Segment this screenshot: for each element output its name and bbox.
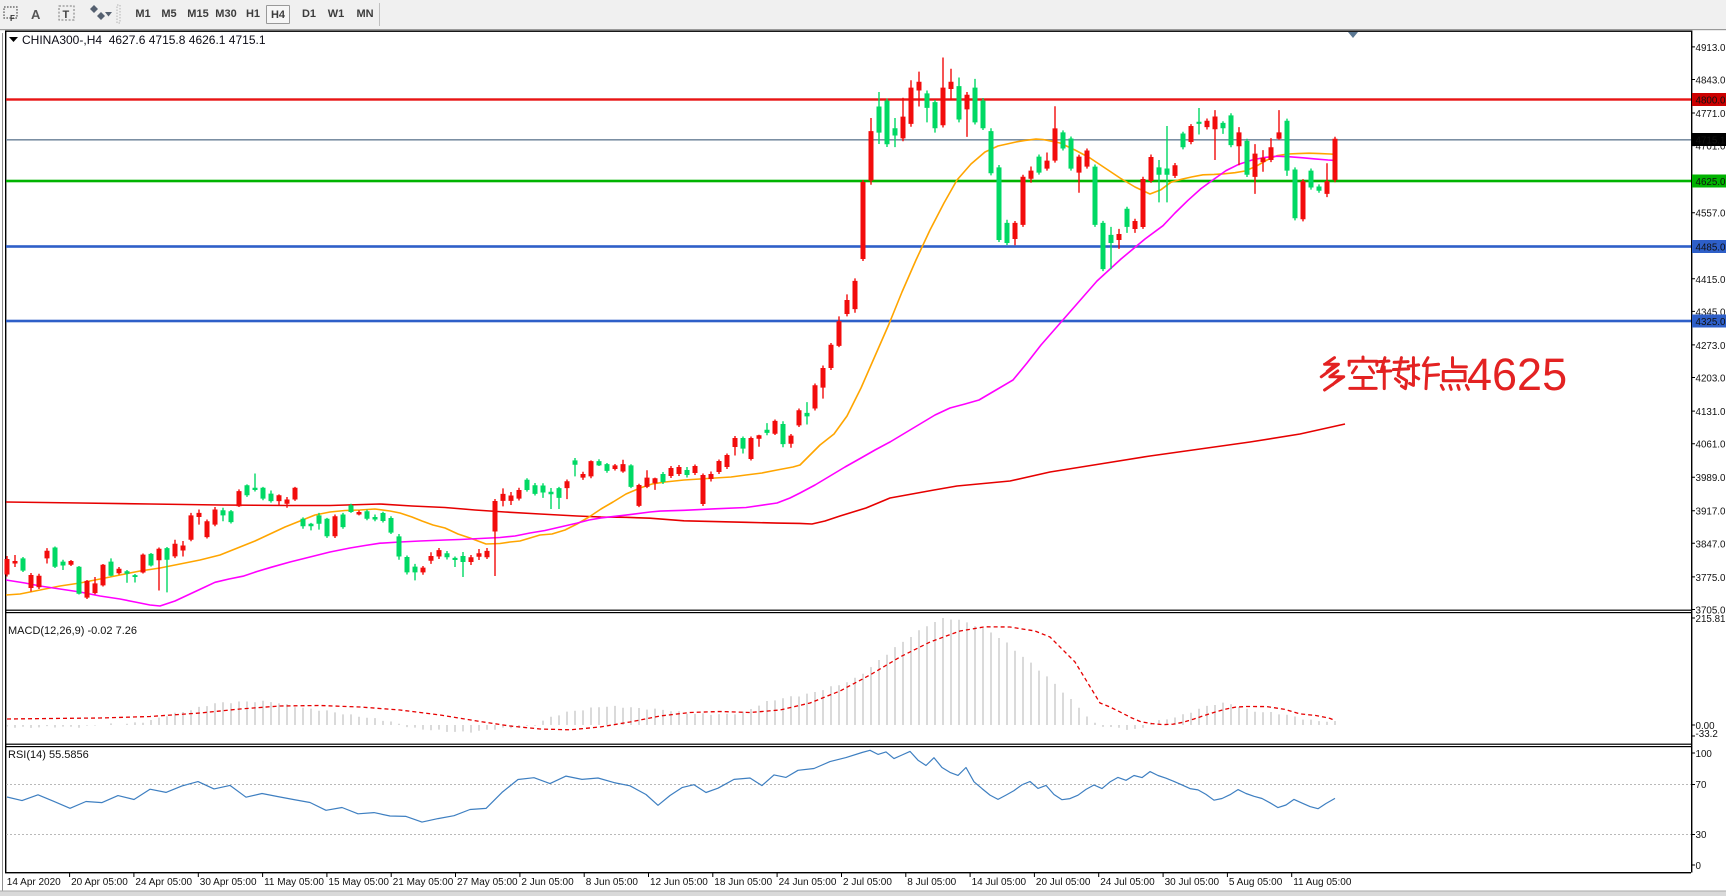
svg-text:4325.0: 4325.0: [1696, 317, 1726, 328]
svg-text:8 Jul 05:00: 8 Jul 05:00: [907, 877, 956, 888]
svg-text:4715.1: 4715.1: [1696, 136, 1726, 147]
svg-text:4131.0: 4131.0: [1696, 407, 1726, 418]
svg-text:-33.2: -33.2: [1696, 729, 1718, 740]
svg-text:11 May 05:00: 11 May 05:00: [264, 877, 324, 888]
svg-text:70: 70: [1696, 780, 1707, 791]
svg-text:RSI(14) 55.5856: RSI(14) 55.5856: [8, 749, 89, 761]
svg-text:3705.0: 3705.0: [1696, 606, 1726, 617]
svg-text:4273.0: 4273.0: [1696, 341, 1726, 352]
svg-text:MACD(12,26,9) -0.02 7.26: MACD(12,26,9) -0.02 7.26: [8, 625, 137, 637]
svg-text:30 Apr 05:00: 30 Apr 05:00: [200, 877, 257, 888]
svg-text:18 Jun 05:00: 18 Jun 05:00: [714, 877, 772, 888]
svg-text:4625: 4625: [1467, 349, 1567, 400]
svg-text:0: 0: [1696, 861, 1702, 872]
svg-text:24 Apr 05:00: 24 Apr 05:00: [135, 877, 192, 888]
svg-text:21 May 05:00: 21 May 05:00: [393, 877, 454, 888]
svg-text:4800.0: 4800.0: [1696, 96, 1726, 107]
svg-text:30: 30: [1696, 830, 1707, 841]
svg-text:4913.0: 4913.0: [1696, 43, 1726, 54]
svg-text:3989.0: 3989.0: [1696, 473, 1726, 484]
svg-text:4415.0: 4415.0: [1696, 275, 1726, 286]
svg-text:12 Jun 05:00: 12 Jun 05:00: [650, 877, 708, 888]
svg-text:20 Jul 05:00: 20 Jul 05:00: [1036, 877, 1091, 888]
svg-text:15 May 05:00: 15 May 05:00: [328, 877, 389, 888]
svg-text:A: A: [31, 7, 41, 22]
svg-text:8 Jun 05:00: 8 Jun 05:00: [586, 877, 639, 888]
svg-text:14 Jul 05:00: 14 Jul 05:00: [972, 877, 1027, 888]
svg-text:4203.0: 4203.0: [1696, 374, 1726, 385]
svg-text:2 Jul 05:00: 2 Jul 05:00: [843, 877, 892, 888]
svg-text:4771.0: 4771.0: [1696, 109, 1726, 120]
svg-text:4061.0: 4061.0: [1696, 440, 1726, 451]
svg-text:0.00: 0.00: [1696, 721, 1716, 732]
svg-text:4345.0: 4345.0: [1696, 307, 1726, 318]
svg-text:3775.0: 3775.0: [1696, 573, 1726, 584]
svg-text:4701.0: 4701.0: [1696, 142, 1726, 153]
svg-text:24 Jun 05:00: 24 Jun 05:00: [779, 877, 837, 888]
svg-text:T: T: [63, 9, 70, 21]
svg-text:5 Aug 05:00: 5 Aug 05:00: [1229, 877, 1283, 888]
svg-text:100: 100: [1696, 749, 1713, 760]
svg-text:F: F: [10, 14, 15, 23]
svg-text:30 Jul 05:00: 30 Jul 05:00: [1165, 877, 1220, 888]
svg-text:3847.0: 3847.0: [1696, 539, 1726, 550]
svg-text:4843.0: 4843.0: [1696, 76, 1726, 87]
svg-text:2 Jun 05:00: 2 Jun 05:00: [521, 877, 574, 888]
svg-text:11 Aug 05:00: 11 Aug 05:00: [1293, 877, 1352, 888]
svg-text:27 May 05:00: 27 May 05:00: [457, 877, 518, 888]
svg-text:20 Apr 05:00: 20 Apr 05:00: [71, 877, 128, 888]
svg-text:4557.0: 4557.0: [1696, 209, 1726, 220]
svg-text:215.81: 215.81: [1696, 614, 1726, 625]
svg-text:4485.0: 4485.0: [1696, 243, 1726, 254]
svg-text:3917.0: 3917.0: [1696, 507, 1726, 518]
svg-text:4625.0: 4625.0: [1696, 177, 1726, 188]
svg-text:24 Jul 05:00: 24 Jul 05:00: [1100, 877, 1155, 888]
svg-text:CHINA300-,H4 4627.6 4715.8 46: CHINA300-,H4 4627.6 4715.8 4626.1 4715.1: [22, 33, 266, 47]
svg-text:14 Apr 2020: 14 Apr 2020: [7, 877, 61, 888]
